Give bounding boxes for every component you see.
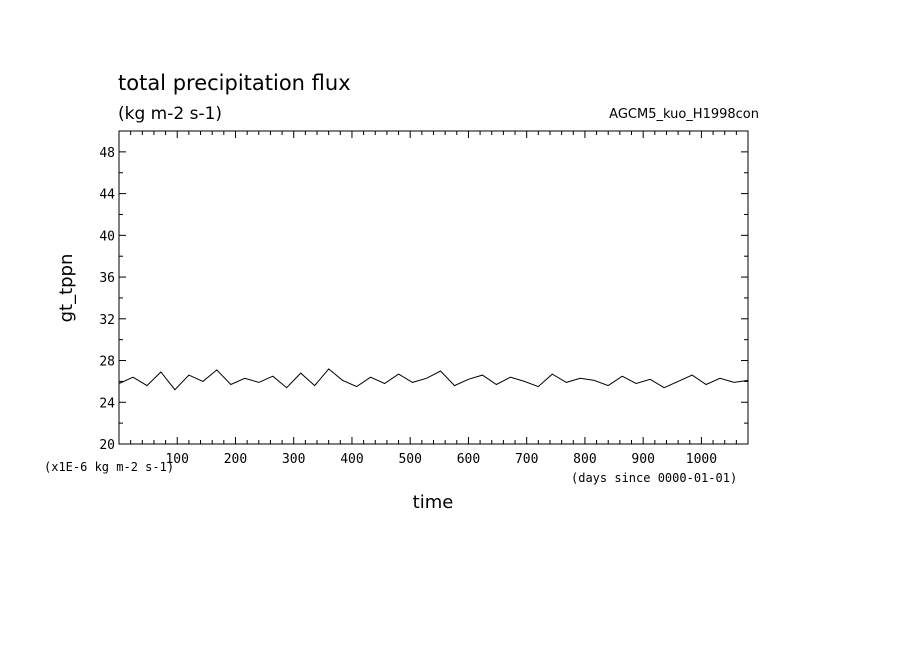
plot-frame — [118, 130, 749, 445]
y-tick-label: 40 — [99, 229, 115, 244]
y-axis-label: gt_tppn — [56, 254, 77, 323]
x-units-label: (days since 0000-01-01) — [571, 471, 737, 485]
x-axis-label: time — [413, 492, 454, 513]
x-tick-label: 800 — [573, 452, 596, 467]
y-tick-label: 28 — [99, 355, 115, 370]
x-tick-label: 200 — [224, 452, 247, 467]
x-tick-label: 500 — [398, 452, 421, 467]
y-tick-label: 36 — [99, 271, 115, 286]
x-tick-label: 900 — [631, 452, 654, 467]
y-tick-label: 44 — [99, 188, 115, 203]
x-tick-label: 100 — [165, 452, 188, 467]
chart-subtitle: (kg m-2 s-1) — [118, 104, 222, 124]
x-tick-label: 300 — [282, 452, 305, 467]
y-tick-label: 24 — [99, 396, 115, 411]
x-tick-labels: 100 200 300 400 500 600 700 800 900 1000 — [165, 452, 717, 467]
chart-title: total precipitation flux — [118, 71, 351, 95]
series-line-gt-tppn — [118, 368, 749, 391]
y-units-label: (x1E-6 kg m-2 s-1) — [44, 460, 174, 474]
y-tick-label: 32 — [99, 313, 115, 328]
x-tick-label: 600 — [457, 452, 480, 467]
run-name: AGCM5_kuo_H1998con — [609, 107, 759, 122]
y-tick-label: 48 — [99, 146, 115, 161]
y-tick-labels: 20 24 28 32 36 40 44 48 — [99, 146, 115, 453]
x-tick-label: 700 — [515, 452, 538, 467]
x-tick-label: 400 — [340, 452, 363, 467]
y-tick-label: 20 — [99, 438, 115, 453]
axis-ticks — [119, 131, 748, 444]
x-tick-label: 1000 — [686, 452, 717, 467]
